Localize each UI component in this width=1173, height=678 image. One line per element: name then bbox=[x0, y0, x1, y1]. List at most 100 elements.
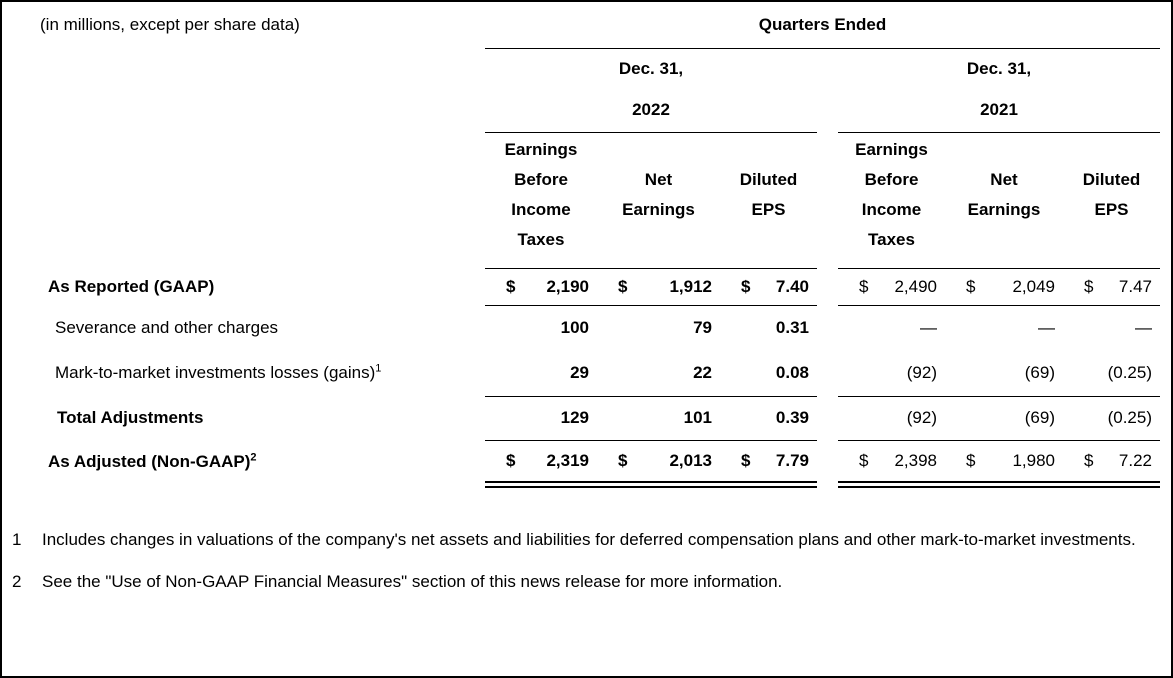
footnote-ref: 1 bbox=[375, 362, 382, 375]
cell-value: 100 bbox=[560, 317, 589, 337]
col-header-line: Taxes bbox=[517, 230, 565, 249]
value-cell: $1,912 bbox=[597, 268, 720, 306]
col-header-line: Net bbox=[644, 170, 673, 189]
col-header-2022-net: Net Earnings bbox=[597, 132, 720, 269]
value-cell: $1,980 bbox=[945, 440, 1063, 488]
value-cell: 129 bbox=[485, 396, 597, 441]
cell-value: (92) bbox=[906, 362, 937, 382]
value-cell: 100 bbox=[485, 305, 597, 350]
cell-value: 7.40 bbox=[775, 276, 809, 296]
period-2022-date-label: Dec. 31, bbox=[618, 58, 684, 78]
col-header-2021-eps: Diluted EPS bbox=[1063, 132, 1161, 269]
cell-value: 2,049 bbox=[1012, 276, 1055, 296]
group-gap bbox=[817, 350, 838, 396]
col-header-line: Diluted bbox=[1082, 170, 1141, 189]
value-cell: (69) bbox=[945, 350, 1063, 397]
period-2022-date: Dec. 31, bbox=[485, 48, 817, 89]
row-label: Mark-to-market investments losses (gains… bbox=[2, 350, 485, 396]
footnote-number: 1 bbox=[12, 529, 22, 549]
row-label-text: As Reported (GAAP) bbox=[48, 276, 215, 296]
currency-symbol: $ bbox=[506, 276, 516, 296]
value-cell: 0.31 bbox=[720, 305, 817, 350]
row-label: Total Adjustments bbox=[2, 396, 485, 440]
row-label-text: Total Adjustments bbox=[57, 408, 204, 427]
table-row: As Reported (GAAP) $2,190 $1,912 $7.40 $… bbox=[2, 268, 1161, 306]
cell-value: 0.39 bbox=[775, 408, 809, 427]
value-cell: $2,190 bbox=[485, 268, 597, 306]
value-cell: — bbox=[1063, 305, 1160, 350]
quarters-ended-label: Quarters Ended bbox=[758, 14, 887, 34]
cell-value: 129 bbox=[560, 408, 589, 427]
row-label-text: Mark-to-market investments losses (gains… bbox=[55, 363, 376, 382]
currency-symbol: $ bbox=[1084, 276, 1094, 296]
row-label: Severance and other charges bbox=[2, 305, 485, 350]
currency-symbol: $ bbox=[966, 450, 976, 470]
col-header-2021-ebit: Earnings Before Income Taxes bbox=[838, 132, 945, 269]
value-cell: $2,013 bbox=[597, 440, 720, 488]
period-2022-year-label: 2022 bbox=[632, 100, 670, 120]
value-cell: (0.25) bbox=[1063, 396, 1161, 441]
value-cell: 22 bbox=[597, 350, 720, 397]
currency-symbol: $ bbox=[741, 276, 751, 296]
currency-symbol: $ bbox=[618, 276, 628, 296]
period-2022-year: 2022 bbox=[485, 89, 817, 133]
cell-value: 7.22 bbox=[1118, 450, 1153, 470]
col-header-line: EPS bbox=[1094, 200, 1129, 219]
period-2021-year-label: 2021 bbox=[980, 100, 1018, 120]
value-cell: $2,398 bbox=[838, 440, 945, 488]
row-label: As Adjusted (Non-GAAP)2 bbox=[2, 440, 485, 484]
table-header-row-columns: Earnings Before Income Taxes Net Earning… bbox=[2, 132, 1161, 269]
currency-symbol: $ bbox=[1084, 450, 1094, 470]
col-header-line: Income bbox=[511, 200, 571, 219]
table-header-row-years: 2022 2021 bbox=[2, 89, 1161, 133]
cell-value: 79 bbox=[693, 317, 712, 337]
col-header-line: Net bbox=[990, 170, 1018, 189]
footnote-1: 1 Includes changes in valuations of the … bbox=[2, 524, 1171, 556]
value-cell: 29 bbox=[485, 350, 597, 397]
value-cell: $7.79 bbox=[720, 440, 817, 488]
cell-value: 0.08 bbox=[775, 362, 809, 382]
col-header-line: Taxes bbox=[868, 230, 915, 249]
cell-value: 29 bbox=[570, 362, 589, 382]
cell-value: — bbox=[920, 317, 937, 337]
value-cell: $7.22 bbox=[1063, 440, 1161, 488]
cell-value: (92) bbox=[906, 408, 937, 427]
currency-symbol: $ bbox=[859, 450, 869, 470]
col-header-2022-eps: Diluted EPS bbox=[720, 132, 817, 269]
table-row: Severance and other charges 100 79 0.31 … bbox=[2, 305, 1160, 350]
cell-value: 7.47 bbox=[1118, 276, 1153, 296]
col-header-2021-net: Net Earnings bbox=[945, 132, 1063, 269]
cell-value: (0.25) bbox=[1107, 408, 1153, 427]
footnote-ref: 2 bbox=[250, 451, 257, 464]
cell-value: 101 bbox=[683, 408, 712, 427]
period-2021-date: Dec. 31, bbox=[838, 48, 1160, 89]
footnote-2: 2 See the "Use of Non-GAAP Financial Mea… bbox=[2, 566, 1171, 598]
cell-value: 2,013 bbox=[669, 450, 712, 470]
footnote-text: See the "Use of Non-GAAP Financial Measu… bbox=[42, 571, 783, 591]
row-label-text: Severance and other charges bbox=[55, 317, 279, 337]
value-cell: $2,490 bbox=[838, 268, 945, 306]
cell-value: 1,912 bbox=[669, 276, 712, 296]
empty-cell bbox=[2, 89, 485, 132]
cell-value: (69) bbox=[1024, 362, 1055, 382]
currency-symbol: $ bbox=[741, 450, 751, 470]
row-label: As Reported (GAAP) bbox=[2, 268, 485, 305]
value-cell: $2,319 bbox=[485, 440, 597, 488]
col-header-line: Earnings bbox=[622, 200, 695, 219]
group-gap bbox=[817, 396, 838, 440]
value-cell: $2,049 bbox=[945, 268, 1063, 306]
cell-value: 2,190 bbox=[546, 276, 589, 296]
cell-value: 7.79 bbox=[775, 450, 809, 470]
cell-value: 2,319 bbox=[546, 450, 589, 470]
table-header-row-dates: Dec. 31, Dec. 31, bbox=[2, 48, 1160, 89]
value-cell: — bbox=[838, 305, 945, 350]
value-cell: 79 bbox=[597, 305, 720, 350]
footnote-number: 2 bbox=[12, 571, 22, 591]
col-header-line: Before bbox=[864, 170, 919, 189]
col-header-line: Earnings bbox=[967, 200, 1041, 219]
group-gap bbox=[817, 89, 838, 132]
currency-symbol: $ bbox=[966, 276, 976, 296]
col-header-line: Diluted bbox=[739, 170, 798, 189]
col-header-line: EPS bbox=[751, 200, 786, 219]
